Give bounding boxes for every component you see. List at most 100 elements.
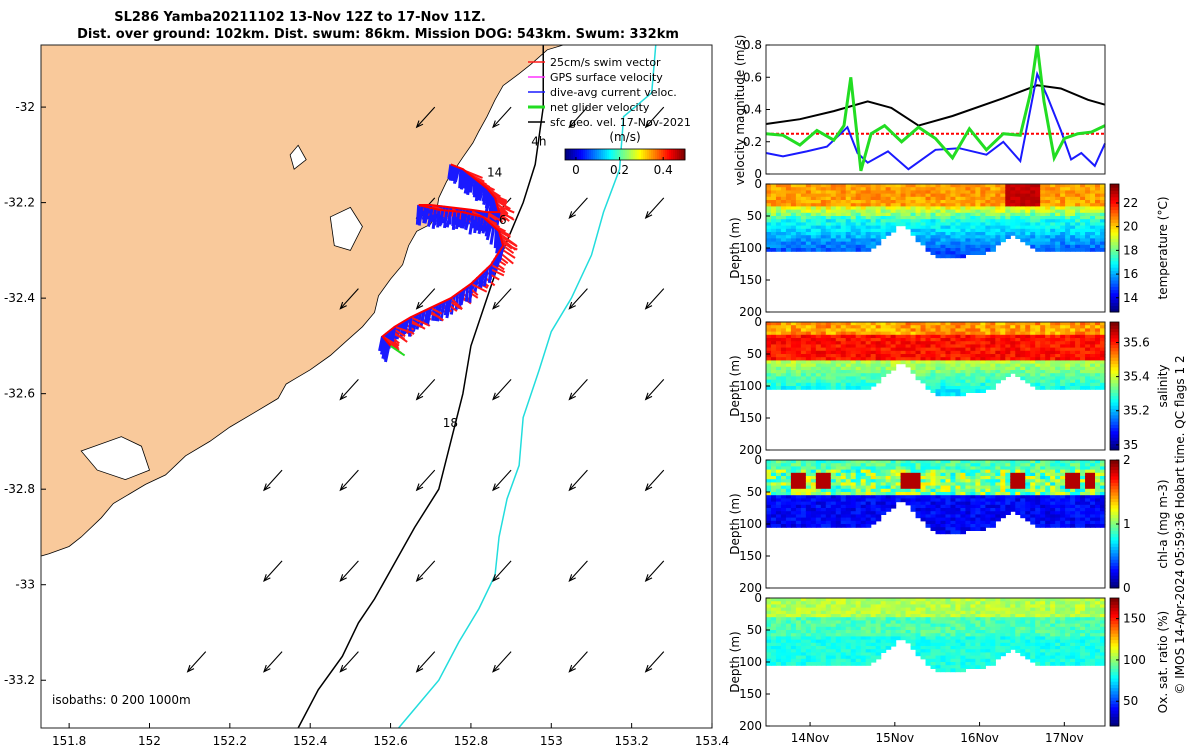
chla-cell (865, 504, 872, 509)
salinity-cell (825, 386, 832, 390)
temperature-cell (1060, 187, 1066, 191)
temperature-cell (1020, 235, 1026, 239)
chla-cell (915, 476, 922, 480)
salinity-cell (895, 347, 902, 352)
chla-cell (1095, 517, 1101, 522)
temperature-cell (880, 190, 887, 195)
salinity-cell (1045, 328, 1051, 333)
chla-cell (1085, 501, 1091, 506)
salinity-cell (925, 382, 932, 387)
temperature-cell (975, 200, 981, 204)
colorbar-cell (581, 149, 584, 160)
chla-cell (985, 476, 991, 480)
chla-cell (1010, 485, 1016, 490)
temperature-cell (980, 203, 986, 207)
temperature-cell (870, 225, 877, 230)
temperature-cell (915, 222, 922, 227)
chla-cell (790, 472, 797, 477)
temperature-cell (830, 209, 837, 214)
chla-cell (855, 472, 862, 477)
chla-cell (1055, 498, 1061, 503)
temperature-cell (990, 235, 996, 239)
chla-cell (995, 488, 1001, 493)
geo-vector-head (644, 301, 653, 310)
oxygen-cell (785, 610, 792, 615)
chla-cell (1020, 460, 1026, 464)
salinity-cell (1025, 379, 1031, 384)
dive-avg-vector (476, 183, 483, 201)
salinity-cell (1060, 363, 1066, 368)
salinity-cell (965, 347, 971, 352)
temperature-cell (985, 184, 991, 188)
salinity-cell (955, 357, 962, 361)
temperature-cell (910, 190, 917, 195)
temperature-cell (1015, 187, 1021, 191)
oxygen-cell (780, 642, 787, 647)
temperature-cell (825, 200, 832, 204)
temperature-cell (920, 190, 927, 195)
temperature-cell (1085, 241, 1091, 246)
salinity-cell (825, 325, 832, 329)
salinity-cell (775, 334, 782, 339)
salinity-cell (930, 325, 937, 329)
salinity-cell (1005, 354, 1011, 358)
temperature-cell (820, 212, 827, 217)
dive-avg-vector (487, 264, 493, 284)
salinity-cell (810, 379, 817, 384)
chla-cell (780, 501, 787, 506)
chla-cell (840, 466, 847, 471)
swim-vector (470, 282, 488, 293)
chla-cell (1010, 482, 1016, 487)
chla-cell (766, 463, 772, 467)
temperature-cell (770, 203, 777, 207)
salinity-cell (985, 338, 991, 342)
temperature-cell (1060, 222, 1066, 227)
temperature-cell (910, 209, 917, 214)
salinity-cell (1045, 379, 1051, 384)
temperature-cell (1060, 248, 1066, 252)
chla-cell (990, 520, 996, 525)
chla-cell (995, 476, 1001, 480)
temperature-cell (840, 232, 847, 236)
dive-avg-vector (436, 209, 441, 228)
salinity-cell (980, 334, 986, 339)
chla-cell (920, 476, 927, 480)
colorbar-cell (587, 149, 590, 160)
salinity-cell (855, 357, 862, 361)
temperature-cell (970, 244, 976, 249)
temperature-cell (865, 222, 872, 227)
oxygen-cell (775, 636, 782, 641)
temperature-cell (1000, 216, 1006, 220)
salinity-cell (790, 328, 797, 333)
salinity-cell (1065, 350, 1071, 355)
temperature-cell (930, 241, 937, 246)
chla-cell (875, 495, 882, 499)
geo-vector-arrow-29 (568, 651, 588, 673)
temperature-cell (850, 222, 857, 227)
chla-cell (1035, 508, 1041, 512)
chla-cell (1085, 472, 1091, 477)
chla-cell (785, 476, 792, 480)
salinity-cell (1025, 360, 1031, 365)
temperature-cell (995, 184, 1001, 188)
salinity-cell (1020, 357, 1026, 361)
geo-vector-head (568, 664, 576, 673)
temperature-cell (960, 187, 967, 191)
chla-cell (835, 466, 842, 471)
chla-cell (955, 511, 962, 515)
salinity-cell (900, 328, 907, 333)
salinity-cell (965, 322, 971, 326)
chla-cell (1070, 488, 1076, 493)
salinity-cell (970, 338, 976, 342)
salinity-cell (955, 341, 962, 345)
salinity-cell (975, 382, 981, 387)
chla-cell (845, 517, 852, 522)
temperature-cell (955, 238, 962, 243)
temperature-cell (980, 187, 986, 191)
temperature-cell (965, 248, 971, 252)
chla-cell (930, 460, 937, 464)
chla-cell (800, 482, 807, 487)
temperature-cell (810, 200, 817, 204)
temperature-cell (1045, 196, 1051, 201)
chla-cell (810, 469, 817, 474)
